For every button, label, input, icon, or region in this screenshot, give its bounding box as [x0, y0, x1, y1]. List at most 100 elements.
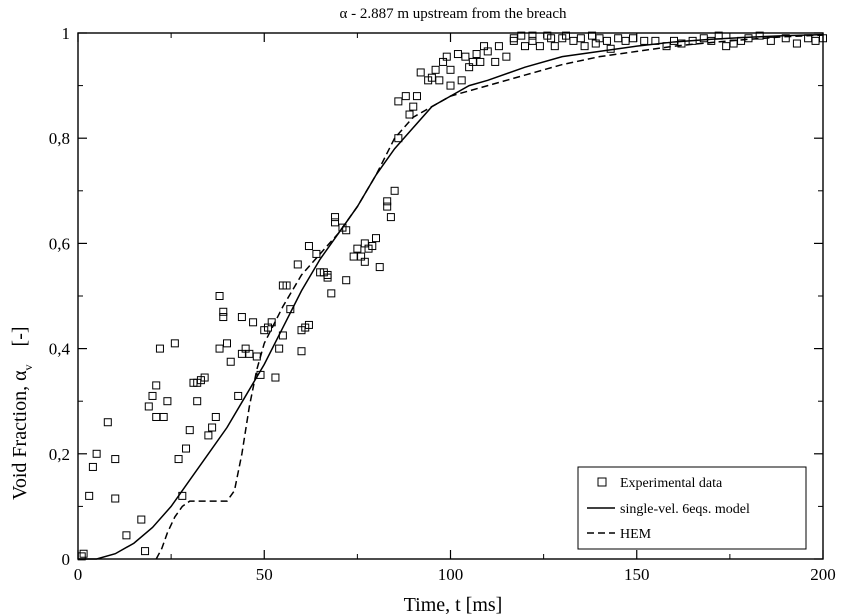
- experimental-point: [159, 412, 168, 421]
- experimental-point: [275, 344, 284, 353]
- experimental-point: [152, 412, 161, 421]
- experimental-point: [535, 42, 544, 51]
- experimental-point: [576, 34, 585, 43]
- y-tick-label: 0,6: [49, 234, 70, 253]
- experimental-point: [811, 36, 820, 45]
- axes: 0 50 100 150 200 0 0,2 0,4 0,6 0,8 1: [49, 24, 836, 584]
- experimental-point: [569, 36, 578, 45]
- experimental-point: [670, 36, 678, 45]
- experimental-point: [349, 252, 358, 261]
- y-tick-label: 0,8: [49, 129, 70, 148]
- experimental-point: [226, 357, 235, 366]
- experimental-point: [640, 36, 649, 45]
- experimental-point: [621, 36, 630, 45]
- experimental-point: [494, 42, 503, 51]
- experimental-point: [219, 313, 228, 322]
- experimental-point: [528, 36, 537, 45]
- experimental-point: [547, 34, 556, 43]
- experimental-point: [766, 36, 775, 45]
- experimental-point: [386, 213, 395, 222]
- experimental-point: [185, 426, 194, 435]
- experimental-point: [457, 76, 466, 85]
- experimental-point: [88, 462, 97, 471]
- experimental-point: [602, 36, 611, 45]
- experimental-point: [375, 263, 384, 272]
- experimental-point: [85, 491, 94, 500]
- experimental-point: [614, 34, 623, 43]
- experimental-point: [342, 226, 351, 235]
- experimental-point: [215, 344, 224, 353]
- experimental-point: [744, 34, 753, 43]
- experimental-point: [174, 455, 183, 464]
- x-tick-label: 0: [74, 565, 83, 584]
- experimental-point: [372, 234, 380, 243]
- experimental-point: [677, 39, 686, 48]
- experimental-point: [282, 281, 291, 290]
- experimental-point: [755, 31, 764, 40]
- experimental-point: [163, 397, 172, 406]
- experimental-point: [368, 242, 377, 251]
- experimental-point: [103, 418, 112, 427]
- experimental-point: [111, 494, 120, 503]
- experimental-point: [215, 292, 224, 300]
- experimental-point: [580, 42, 589, 51]
- experimental-point: [435, 76, 444, 85]
- experimental-point: [252, 352, 261, 361]
- experimental-point: [234, 391, 243, 400]
- y-tick-label: 0,2: [49, 445, 70, 464]
- hem-line: [155, 34, 824, 560]
- experimental-point: [446, 65, 455, 74]
- experimental-point: [483, 47, 492, 56]
- experimental-point: [453, 50, 462, 59]
- experimental-point: [629, 34, 638, 43]
- experimental-point: [271, 373, 280, 382]
- legend: Experimental data single-vel. 6eqs. mode…: [577, 466, 807, 550]
- experimental-point: [223, 339, 231, 348]
- experimental-point: [412, 92, 421, 101]
- legend-label-experimental: Experimental data: [620, 476, 723, 491]
- legend-label-single-vel: single-vel. 6eqs. model: [620, 502, 750, 517]
- experimental-point: [360, 257, 369, 266]
- experimental-point: [528, 31, 537, 40]
- experimental-point: [208, 423, 217, 432]
- experimental-point: [509, 34, 518, 43]
- experimental-point: [182, 444, 191, 453]
- experimental-point: [304, 320, 313, 329]
- y-tick-label: 1: [62, 24, 71, 43]
- experimental-point: [297, 347, 306, 356]
- y-tick-label: 0: [62, 550, 71, 569]
- x-tick-label: 100: [438, 565, 464, 584]
- x-tick-label: 50: [256, 565, 273, 584]
- experimental-point: [394, 97, 403, 106]
- legend-box: [577, 466, 807, 550]
- y-axis-label-main: Void Fraction, α: [9, 370, 31, 500]
- experimental-point: [353, 244, 362, 253]
- y-axis-label-subscript: v: [21, 364, 35, 370]
- experimental-point: [442, 52, 451, 61]
- x-tick-label: 150: [624, 565, 650, 584]
- experimental-point: [92, 449, 101, 458]
- x-axis-label: Time, t [ms]: [404, 594, 503, 614]
- experimental-point: [722, 42, 731, 51]
- experimental-point: [249, 318, 258, 327]
- experimental-point: [122, 531, 131, 540]
- experimental-point: [550, 42, 559, 51]
- experimental-point: [237, 313, 246, 322]
- x-tick-label: 200: [810, 565, 836, 584]
- experimental-point: [472, 50, 481, 59]
- experimental-point: [792, 39, 801, 48]
- experimental-point: [155, 344, 164, 353]
- experimental-point: [193, 397, 202, 406]
- experimental-point: [431, 65, 440, 74]
- experimental-point: [304, 242, 313, 251]
- y-axis-label-unit: [-]: [9, 326, 31, 346]
- chart-title: α - 2.887 m upstream from the breach: [340, 6, 567, 22]
- experimental-point: [390, 186, 399, 195]
- experimental-point: [781, 34, 790, 43]
- experimental-point: [293, 260, 302, 269]
- experimental-point: [446, 81, 455, 90]
- experimental-point: [561, 31, 570, 40]
- experimental-point: [342, 276, 351, 285]
- experimental-point: [517, 31, 526, 40]
